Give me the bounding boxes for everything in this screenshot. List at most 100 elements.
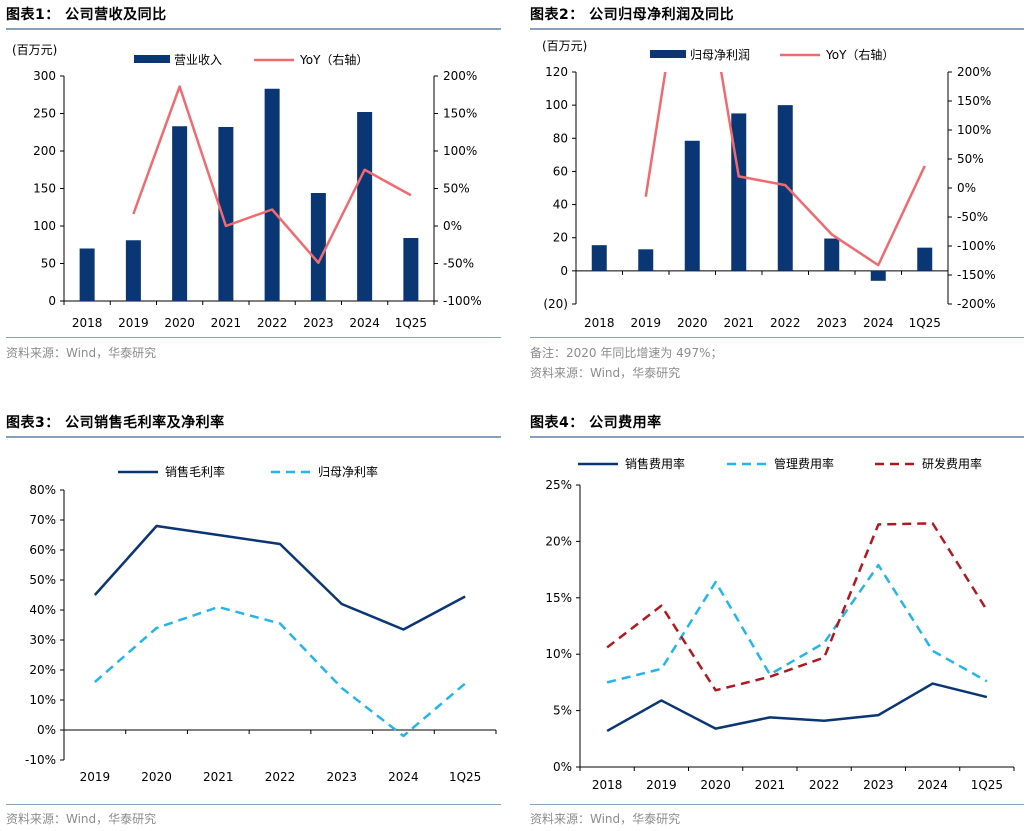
- left-tick-label: 20: [553, 231, 568, 245]
- x-tick-label: 2022: [770, 316, 801, 330]
- figure-4-source: 资料来源：Wind，华泰研究: [530, 812, 681, 826]
- figure-1: 图表1： 公司营收及同比 0 50 100 150 200 250 300 -100% -50%…: [6, 4, 501, 364]
- legend-bar-label: 归母净利润: [690, 48, 750, 62]
- x-tick-label: 2022: [257, 316, 288, 330]
- right-tick-label: 150%: [957, 94, 991, 108]
- x-tick-label: 2020: [141, 770, 172, 784]
- right-tick-label: -50%: [443, 257, 474, 271]
- y-tick-label: -10%: [25, 753, 56, 767]
- x-tick-label: 2023: [816, 316, 847, 330]
- figure-2-top-rule: [530, 28, 1024, 30]
- right-tick-label: -50%: [957, 210, 988, 224]
- unit-label: (百万元): [12, 43, 57, 57]
- y-tick-label: 10%: [29, 693, 56, 707]
- chart-2-net-profit: (20) 0 20 40 60 80 100 120 -200% -150% -100% -50% 0%…: [542, 39, 996, 330]
- figure-1-source: 资料来源：Wind，华泰研究: [6, 346, 157, 360]
- figure-2-title: 图表2： 公司归母净利润及同比: [530, 7, 735, 23]
- bar: [125, 240, 141, 301]
- chart-3-margins: -10% 0% 10% 20% 30% 40% 50% 60% 70% 80% 2019 2020 20…: [25, 464, 497, 784]
- right-tick-label: 50%: [957, 152, 984, 166]
- x-tick-label: 2022: [809, 778, 840, 792]
- figure-2: 图表2： 公司归母净利润及同比 (20) 0 20 40 60 80 100 120 -200%…: [530, 4, 1024, 384]
- x-tick-label: 1Q25: [395, 316, 427, 330]
- right-tick-label: -200%: [957, 297, 996, 311]
- x-tick-label: 2018: [72, 316, 103, 330]
- bar: [777, 105, 793, 271]
- legend-label-3: 研发费用率: [922, 456, 982, 471]
- legend-label-1: 销售费用率: [625, 456, 685, 471]
- x-tick-label: 2018: [584, 316, 615, 330]
- x-tick-label: 2020: [677, 316, 708, 330]
- figure-1-title: 图表1： 公司营收及同比: [6, 7, 167, 23]
- x-tick-label: 2021: [723, 316, 754, 330]
- legend-line-label: YoY（右轴）: [825, 47, 894, 62]
- x-tick-label: 1Q25: [449, 770, 481, 784]
- figure-4-bottom-rule: [530, 804, 1024, 805]
- figure-2-bottom-rule: [530, 337, 1024, 338]
- left-tick-label: 60: [553, 164, 568, 178]
- x-tick-label: 2023: [326, 770, 357, 784]
- y-tick-label: 50%: [29, 573, 56, 587]
- x-tick-label: 2021: [203, 770, 234, 784]
- y-tick-label: 0%: [553, 760, 572, 774]
- x-tick-label: 2024: [349, 316, 380, 330]
- figure-1-top-rule: [6, 28, 501, 30]
- x-tick-label: 2019: [646, 778, 677, 792]
- yoy-line: [132, 85, 412, 264]
- bar: [638, 249, 654, 271]
- figure-3-top-rule: [6, 436, 501, 438]
- y-tick-label: 70%: [29, 513, 56, 527]
- x-tick-label: 2021: [755, 778, 786, 792]
- left-tick-label: 50: [41, 257, 56, 271]
- bar: [218, 127, 234, 301]
- y-tick-label: 60%: [29, 543, 56, 557]
- series-line-1: [93, 524, 466, 631]
- bar: [870, 270, 886, 281]
- x-tick-label: 2019: [80, 770, 111, 784]
- x-tick-label: 2019: [630, 316, 661, 330]
- left-tick-label: 120: [545, 65, 568, 79]
- figure-4: 图表4： 公司费用率 0% 5% 10% 15% 20% 25% 2018 2019 2020 2…: [530, 412, 1024, 828]
- bar: [172, 126, 188, 301]
- y-tick-label: 20%: [545, 534, 572, 548]
- bar: [357, 112, 373, 301]
- series-line-1: [606, 682, 988, 732]
- bar: [264, 88, 280, 301]
- legend-bar-swatch: [650, 50, 686, 58]
- right-tick-label: 50%: [443, 182, 470, 196]
- chart-4-expense-ratios: 0% 5% 10% 15% 20% 25% 2018 2019 2020 2021 2022 2023…: [545, 456, 1015, 792]
- series-line-2: [606, 563, 988, 684]
- x-tick-label: 1Q25: [909, 316, 941, 330]
- left-tick-label: 250: [33, 107, 56, 121]
- right-tick-label: 150%: [443, 107, 477, 121]
- chart-1-revenue: 0 50 100 150 200 250 300 -100% -50% 0% 50% 100% 150%…: [12, 43, 482, 330]
- left-tick-label: 150: [33, 182, 56, 196]
- right-tick-label: -150%: [957, 268, 996, 282]
- unit-label: (百万元): [542, 39, 587, 53]
- x-tick-label: 2024: [388, 770, 419, 784]
- figure-1-bottom-rule: [6, 337, 501, 338]
- left-tick-label: 80: [553, 131, 568, 145]
- right-tick-label: 200%: [957, 65, 991, 79]
- series-line-3: [606, 522, 988, 692]
- y-tick-label: 0%: [37, 723, 56, 737]
- y-tick-label: 15%: [545, 591, 572, 605]
- figure-3-title: 图表3： 公司销售毛利率及净利率: [6, 415, 225, 431]
- figure-4-title: 图表4： 公司费用率: [530, 415, 662, 431]
- left-tick-label: 200: [33, 144, 56, 158]
- bar: [824, 238, 840, 271]
- figure-2-note: 备注：2020 年同比增速为 497%；: [530, 346, 723, 360]
- x-tick-label: 2018: [592, 778, 623, 792]
- y-tick-label: 30%: [29, 633, 56, 647]
- figure-2-source: 资料来源：Wind，华泰研究: [530, 366, 681, 380]
- figure-3: 图表3： 公司销售毛利率及净利率 -10% 0% 10% 20% 30% 40% 50% 60…: [6, 412, 501, 828]
- legend-bar-label: 营业收入: [174, 53, 222, 67]
- right-tick-label: -100%: [443, 294, 482, 308]
- bar: [731, 113, 747, 271]
- figure-4-top-rule: [530, 436, 1024, 438]
- x-tick-label: 2021: [211, 316, 242, 330]
- bar: [684, 140, 700, 271]
- x-tick-label: 2020: [164, 316, 195, 330]
- legend-label-2: 归母净利率: [318, 464, 378, 479]
- bar: [403, 238, 419, 301]
